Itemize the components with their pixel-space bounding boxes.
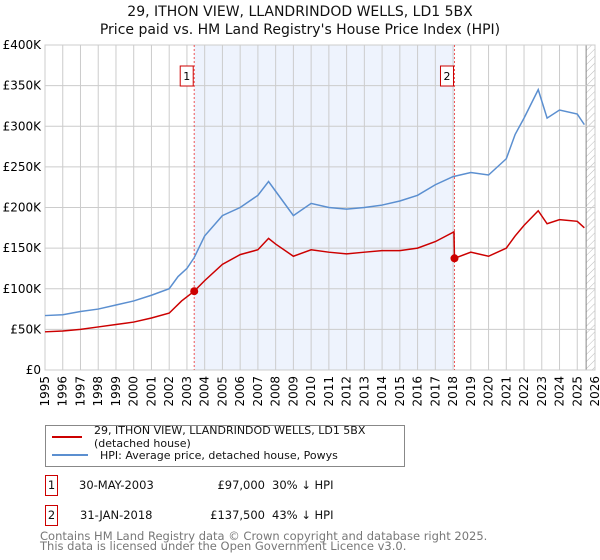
sale-hpi-diff: 43% ↓ HPI [272,508,334,522]
x-tick-label: 2008 [269,376,283,407]
x-tick-label: 2020 [482,376,496,407]
x-tick-label: 2016 [411,376,425,407]
x-tick-label: 2017 [428,376,442,407]
x-tick-label: 1999 [109,376,123,407]
y-tick-label: £100K [3,282,43,296]
x-tick-label: 1995 [38,376,52,407]
legend-property-label: 29, ITHON VIEW, LLANDRINDOD WELLS, LD1 5… [94,424,366,450]
x-tick-label: 2015 [393,376,407,407]
sale-row-2: 2 31-JAN-2018 £137,500 43% ↓ HPI [45,505,545,526]
y-tick-label: £0 [26,363,41,377]
price-chart: £0 £50K £100K £150K £200K £250K £300K £350K £400… [3,38,600,407]
y-tick-label: £250K [3,160,43,174]
footer: Contains HM Land Registry data © Crown c… [40,529,488,553]
sale-price: £97,000 [217,478,265,492]
sale-date: 30-MAY-2003 [79,478,154,492]
x-tick-label: 2001 [144,376,158,407]
sale-label: 2 [443,70,450,83]
series-line [44,209,585,333]
sale-label-box [179,65,194,87]
x-tick-label: 1998 [91,376,105,407]
sale-price: £137,500 [210,508,265,522]
footer-line-2: This data is licensed under the Open Gov… [40,539,407,553]
y-tick-label: £150K [3,241,43,255]
x-tick-label: 2026 [588,376,600,407]
legend: 29, ITHON VIEW, LLANDRINDOD WELLS, LD1 5… [45,424,405,467]
y-tick-label: £350K [3,79,43,93]
legend-property-swatch [52,436,83,438]
footer-line-1: Contains HM Land Registry data © Crown c… [40,529,488,543]
x-tick-label: 1997 [73,376,87,407]
plot-frame [44,44,596,371]
sale-label-box [439,65,454,87]
x-tick-label: 2006 [233,376,247,407]
series-line [44,87,585,317]
x-tick-label: 2009 [286,376,300,407]
sale-row-1: 1 30-MAY-2003 £97,000 30% ↓ HPI [45,475,545,496]
x-tick-label: 2004 [198,376,212,407]
x-tick-label: 2022 [517,376,531,407]
legend-hpi-label: HPI: Average price, detached house, Powy… [100,448,338,462]
x-tick-label: 2012 [340,376,354,407]
x-tick-label: 2011 [322,376,336,407]
x-tick-label: 2002 [162,376,176,407]
sale-marker-badge: 2 [45,505,58,526]
y-tick-label: £300K [3,119,43,133]
sale-label: 1 [183,70,190,83]
chart-subtitle: Price paid vs. HM Land Registry's House … [99,22,501,38]
x-tick-label: 2000 [127,376,141,407]
x-tick-label: 2019 [464,376,478,407]
sale-marker-badge: 1 [45,475,58,496]
x-tick-label: 2024 [553,376,567,407]
x-tick-label: 2014 [375,376,389,407]
x-tick-label: 2003 [180,376,194,407]
sale-date: 31-JAN-2018 [80,508,153,522]
x-tick-label: 2025 [570,376,584,407]
x-tick-label: 1996 [56,376,70,407]
y-tick-label: £50K [10,322,42,336]
x-tick-label: 2018 [446,376,460,407]
y-tick-label: £200K [3,201,43,215]
x-tick-label: 2013 [357,376,371,407]
x-tick-label: 2007 [251,376,265,407]
sale-point [190,287,199,296]
legend-hpi-swatch [52,454,88,456]
x-tick-label: 2021 [499,376,513,407]
y-tick-label: £400K [3,38,43,52]
chart-title: 29, ITHON VIEW, LLANDRINDOD WELLS, LD1 5… [127,4,473,20]
x-tick-label: 2023 [535,376,549,407]
x-tick-label: 2010 [304,376,318,407]
x-tick-label: 2005 [215,376,229,407]
sale-point [450,254,459,263]
sale-hpi-diff: 30% ↓ HPI [272,478,334,492]
